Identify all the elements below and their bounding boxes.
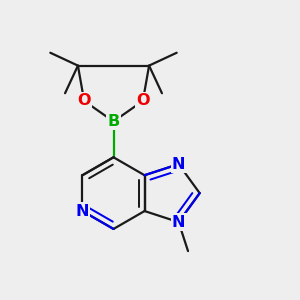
- Text: B: B: [107, 114, 120, 129]
- Text: N: N: [76, 203, 89, 218]
- Text: N: N: [172, 214, 185, 230]
- Text: N: N: [172, 157, 185, 172]
- Text: O: O: [136, 93, 150, 108]
- Text: O: O: [77, 93, 91, 108]
